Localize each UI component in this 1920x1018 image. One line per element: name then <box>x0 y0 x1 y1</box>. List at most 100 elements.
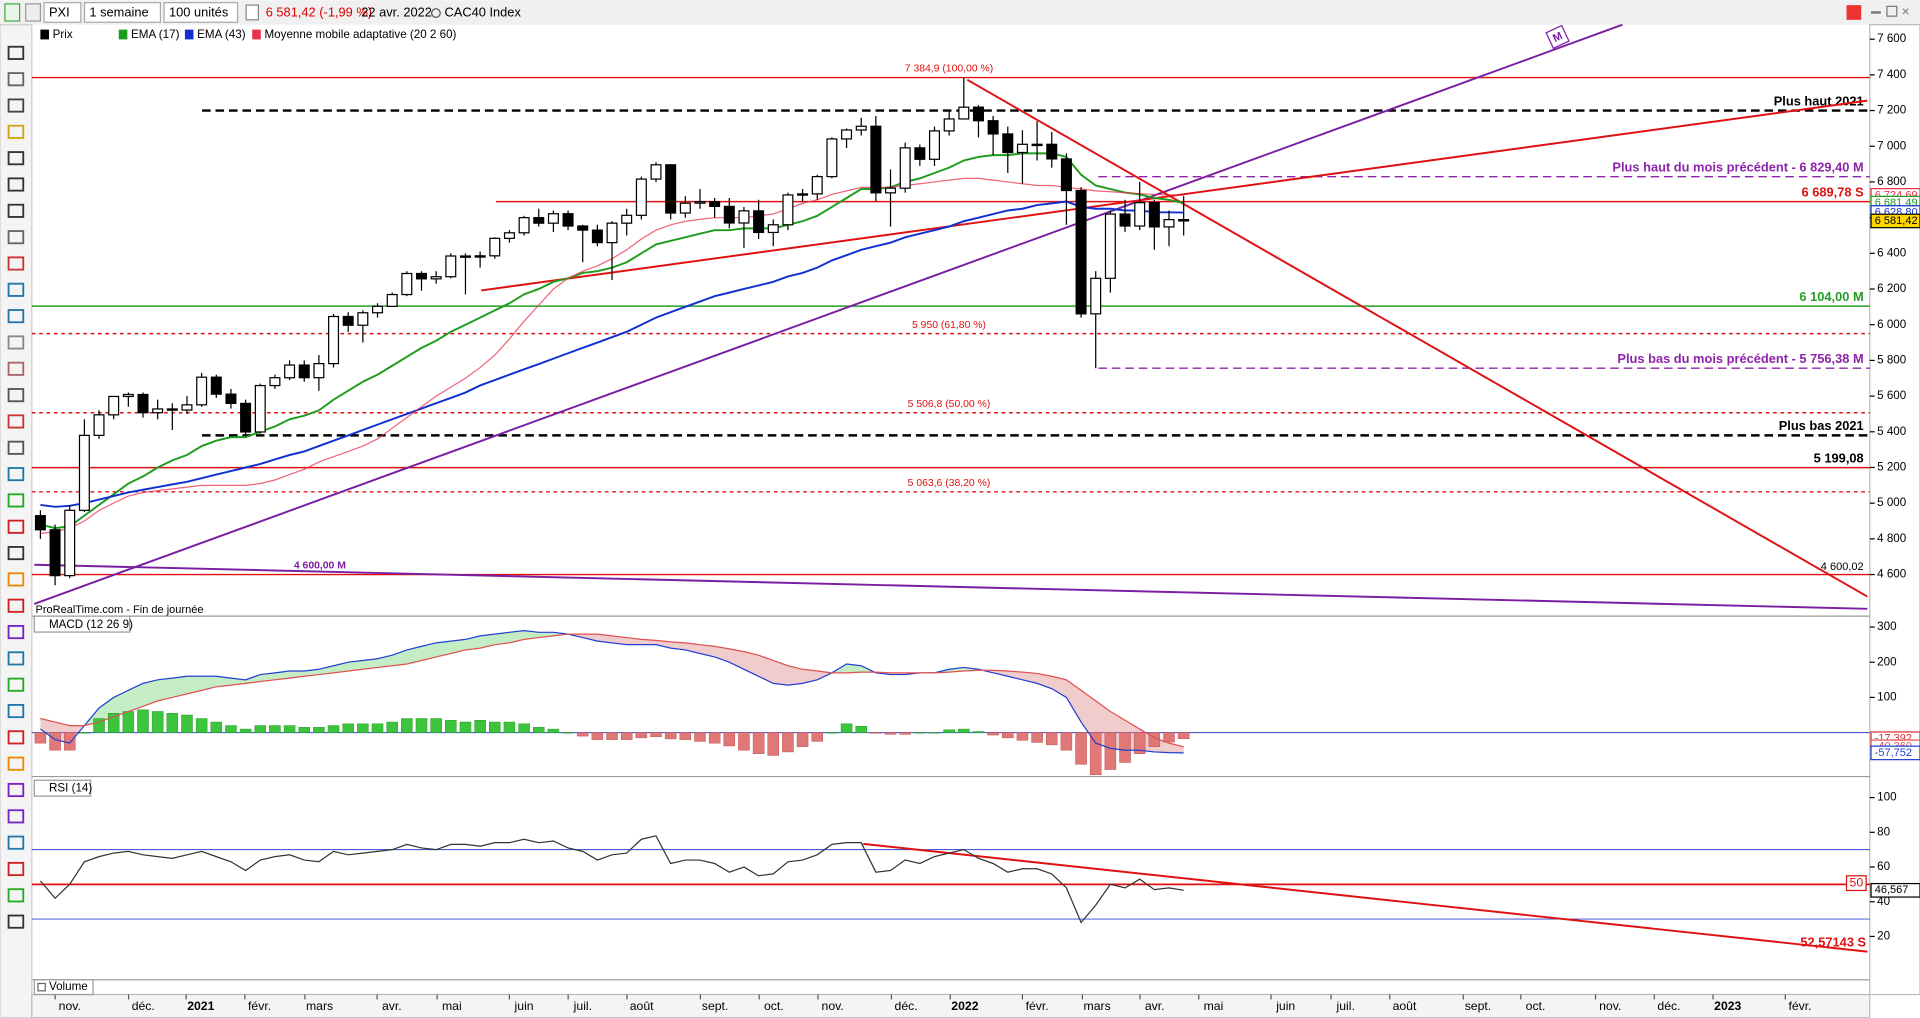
tool-icon[interactable] <box>7 361 25 376</box>
tool-icon[interactable] <box>7 598 25 613</box>
tool-icon[interactable] <box>7 625 25 640</box>
tool-icon[interactable] <box>7 151 25 166</box>
minimize[interactable] <box>1871 11 1881 14</box>
instrument-radio[interactable] <box>431 8 441 18</box>
chart-icon[interactable] <box>4 3 21 22</box>
tool-icon[interactable] <box>7 335 25 350</box>
histogram-bar <box>327 725 340 733</box>
macd-fill <box>113 690 129 717</box>
candle-body <box>533 217 545 224</box>
macd-fill <box>802 669 818 684</box>
rsi-line <box>39 835 1184 924</box>
tool-icon[interactable] <box>7 730 25 745</box>
legend-swatch <box>40 29 49 40</box>
tool-icon[interactable] <box>7 704 25 719</box>
tool-icon[interactable] <box>7 203 25 218</box>
trend-line <box>33 23 1623 605</box>
histogram-bar <box>532 727 545 733</box>
period-select[interactable] <box>83 2 162 23</box>
tool-icon[interactable] <box>7 572 25 587</box>
tool-icon[interactable] <box>7 282 25 297</box>
histogram-bar <box>1119 732 1131 763</box>
legend-label: EMA (43) <box>197 28 246 41</box>
moving-average <box>40 200 1184 508</box>
histogram-bar <box>664 732 677 740</box>
histogram-bar <box>708 732 721 744</box>
candle-body <box>254 384 266 433</box>
macd-fill <box>362 658 378 670</box>
info-icon[interactable] <box>245 4 259 21</box>
histogram-bar <box>63 732 76 751</box>
tool-icon[interactable] <box>7 651 25 666</box>
candle-body <box>49 529 61 577</box>
tool-icon[interactable] <box>7 861 25 877</box>
trend-line <box>34 563 1868 610</box>
restore[interactable] <box>1886 5 1898 17</box>
macd-fill <box>524 630 539 640</box>
tool-icon[interactable] <box>7 72 25 87</box>
tool-icon[interactable] <box>7 256 25 271</box>
period: 1 semaine <box>89 4 148 19</box>
tool-icon[interactable] <box>7 467 25 482</box>
candle-body <box>928 130 941 160</box>
candle-body <box>122 393 134 398</box>
tool-icon[interactable] <box>7 309 25 324</box>
tool-icon[interactable] <box>7 230 25 245</box>
candle-body <box>914 147 926 160</box>
rsi-title-box <box>33 779 92 797</box>
macd-fill <box>143 679 158 707</box>
tool-icon[interactable] <box>7 45 25 60</box>
candle-body <box>240 402 252 433</box>
tool-icon[interactable] <box>7 98 25 113</box>
histogram-bar <box>225 725 237 733</box>
tool-icon[interactable] <box>7 914 25 929</box>
macd-fill <box>406 646 422 664</box>
tool-icon[interactable] <box>7 809 25 824</box>
macd-fill <box>172 676 187 698</box>
tool-icon[interactable] <box>7 177 25 192</box>
histogram-bar <box>445 720 457 733</box>
last-value: -57,752 <box>1875 747 1912 759</box>
tool-icon[interactable] <box>7 440 25 455</box>
macd-line <box>40 633 1184 748</box>
candle-body <box>899 147 911 189</box>
tool-icon[interactable] <box>7 124 25 139</box>
macd-fill <box>436 641 451 657</box>
tool-icon[interactable] <box>7 493 25 508</box>
y-tick-label: 5 800 <box>1877 353 1907 366</box>
tool-icon[interactable] <box>7 519 25 534</box>
units-select[interactable] <box>163 2 239 23</box>
histogram-bar <box>591 732 604 740</box>
candle-body <box>93 414 105 436</box>
symbol-box[interactable] <box>43 2 82 23</box>
tool-icon[interactable] <box>7 835 25 850</box>
histogram-bar <box>459 721 472 733</box>
rsi-title: RSI (14) <box>49 781 92 794</box>
candle-body <box>650 164 662 180</box>
histogram-bar <box>1177 732 1190 739</box>
histogram-bar <box>635 732 648 739</box>
tool-icon[interactable] <box>7 388 25 403</box>
settings-icon[interactable] <box>25 3 42 22</box>
histogram-bar <box>371 723 384 733</box>
right-axis <box>1869 24 1920 996</box>
tool-icon[interactable] <box>7 756 25 771</box>
macd-fill <box>201 676 217 691</box>
tool-icon[interactable] <box>7 677 25 692</box>
histogram-bar <box>752 732 765 754</box>
histogram-bar <box>137 709 149 733</box>
histogram-bar <box>386 721 398 733</box>
candle-body <box>958 106 970 120</box>
source: ProRealTime.com - Fin de journée <box>36 604 204 616</box>
macd-fill <box>743 651 759 677</box>
candle-body <box>1148 202 1160 228</box>
refresh-icon[interactable] <box>1846 5 1862 20</box>
tool-icon[interactable] <box>7 888 25 903</box>
tool-icon[interactable] <box>7 546 25 561</box>
close[interactable]: × <box>1902 4 1910 19</box>
candle-body <box>196 376 208 406</box>
volume-checkbox[interactable] <box>37 982 46 992</box>
tool-icon[interactable] <box>7 782 25 798</box>
tool-icon[interactable] <box>7 414 25 429</box>
y-tick-label: 4 600 <box>1877 568 1907 581</box>
